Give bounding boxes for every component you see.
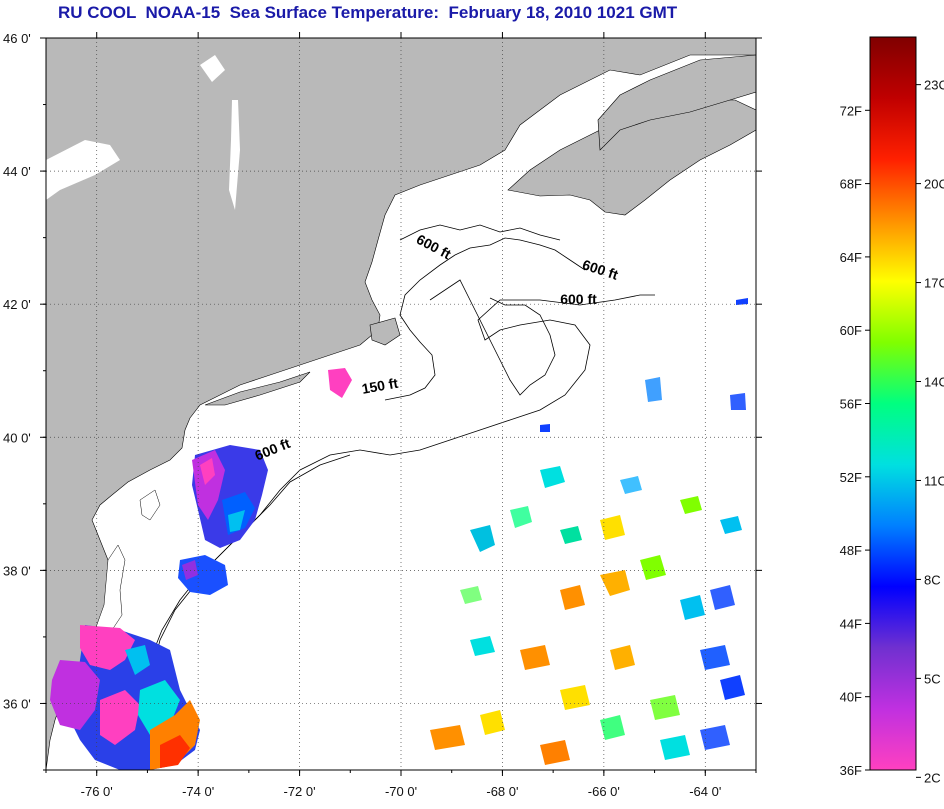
cb-f-label-7: 64F: [840, 250, 862, 265]
lon-label-4: -68 0': [486, 784, 518, 799]
cb-c-label-1: 5C: [924, 671, 941, 686]
lat-label-4: 38 0': [3, 563, 31, 578]
cb-f-label-5: 56F: [840, 397, 862, 412]
lon-label-1: -74 0': [182, 784, 214, 799]
lat-label-2: 42 0': [3, 297, 31, 312]
colorbar-fahrenheit-labels: 36F 40F 44F 48F 52F 56F 60F 64F 68F 72F: [840, 103, 862, 778]
cb-c-label-4: 14C: [924, 375, 944, 390]
cb-f-label-0: 36F: [840, 763, 862, 778]
cb-c-label-3: 11C: [924, 473, 944, 488]
land-long-island: [204, 371, 311, 406]
delaware-bay: [139, 489, 161, 521]
cb-c-label-6: 20C: [924, 177, 944, 192]
lon-label-0: -76 0': [81, 784, 113, 799]
cb-c-label-7: 23C: [924, 78, 944, 93]
lake-champlain: [229, 100, 240, 210]
map-title: RU COOL NOAA-15 Sea Surface Temperature:…: [58, 3, 678, 22]
cb-c-label-5: 17C: [924, 276, 944, 291]
land-nova-scotia: [507, 99, 756, 216]
colorbar: [869, 36, 917, 771]
cb-f-label-8: 68F: [840, 177, 862, 192]
cb-f-label-1: 40F: [840, 690, 862, 705]
colorbar-ticks: [865, 84, 921, 778]
sst-pixels: [50, 298, 748, 770]
lon-label-6: -64 0': [689, 784, 721, 799]
lat-label-0: 46 0': [3, 31, 31, 46]
land-cape-cod: [369, 317, 401, 346]
axis-ticks: [40, 32, 762, 776]
cb-f-label-6: 60F: [840, 323, 862, 338]
cb-c-label-2: 8C: [924, 572, 941, 587]
contour-label-2: 600 ft: [560, 291, 597, 307]
contour-label-3: 150 ft: [360, 375, 399, 397]
longitude-labels: -76 0' -74 0' -72 0' -70 0' -68 0' -66 0' -64 …: [81, 784, 722, 799]
lon-label-5: -66 0': [588, 784, 620, 799]
chesapeake-bay: [94, 544, 126, 646]
cb-f-label-9: 72F: [840, 103, 862, 118]
lat-label-3: 40 0': [3, 430, 31, 445]
lat-label-1: 44 0': [3, 164, 31, 179]
latitude-labels: 46 0' 44 0' 42 0' 40 0' 38 0' 36 0': [3, 31, 31, 711]
lon-label-2: -72 0': [284, 784, 316, 799]
lat-label-5: 36 0': [3, 696, 31, 711]
colorbar-celsius-labels: 2C 5C 8C 11C 14C 17C 20C 23C: [924, 78, 944, 786]
lake-winnipesaukee: [200, 55, 225, 82]
land-cape-breton: [597, 54, 756, 151]
cb-f-label-3: 48F: [840, 543, 862, 558]
cb-f-label-2: 44F: [840, 616, 862, 631]
lake-ontario-edge: [46, 140, 120, 200]
cb-c-label-0: 2C: [924, 770, 941, 785]
lon-label-3: -70 0': [385, 784, 417, 799]
cb-f-label-4: 52F: [840, 470, 862, 485]
